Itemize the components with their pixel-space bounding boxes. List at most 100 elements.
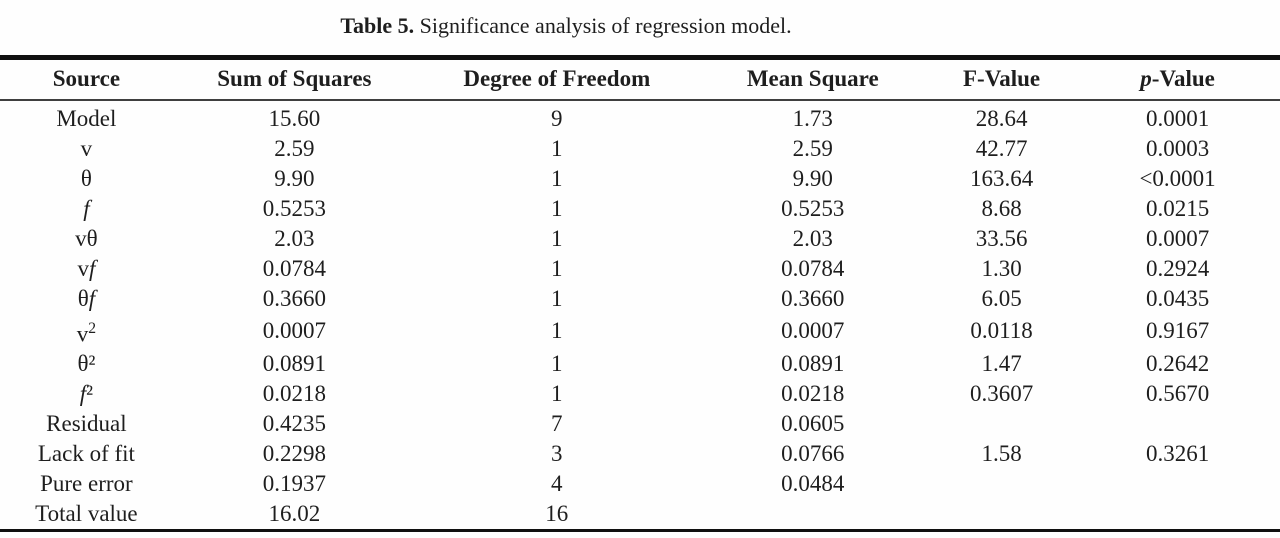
caption-text: Significance analysis of regression mode…	[419, 13, 792, 38]
caption-label: Table 5.	[340, 13, 415, 38]
value-cell: 7	[551, 411, 563, 437]
table-body: Model 15.60 9 1.73 28.64 0.0001 v 2.59 1 2.59 42.7…	[0, 100, 1280, 531]
source-cell: Residual	[46, 411, 127, 437]
source-cell: v	[80, 135, 93, 161]
value-cell	[1075, 469, 1280, 499]
table-row: θ 9.90 1 9.90 163.64 <0.0001	[0, 164, 1280, 194]
value-cell: 0.0784	[262, 255, 327, 281]
table-row: f 0.5253 1 0.5253 8.68 0.0215	[0, 194, 1280, 224]
value-cell: 0.2924	[1145, 255, 1210, 281]
column-header: Mean Square	[697, 57, 928, 101]
value-cell: 0.2642	[1145, 351, 1210, 377]
value-cell: 0.9167	[1145, 318, 1210, 344]
value-cell: 0.0891	[262, 351, 327, 377]
value-cell: <0.0001	[1139, 165, 1216, 191]
value-cell: 0.3660	[781, 285, 845, 311]
value-cell: 1	[551, 135, 563, 161]
value-cell: 0.0118	[970, 318, 1033, 344]
value-cell: 16	[545, 501, 569, 527]
table-row: f² 0.0218 1 0.0218 0.3607 0.5670	[0, 379, 1280, 409]
table-row: θf 0.3660 1 0.3660 6.05 0.0435	[0, 284, 1280, 314]
source-cell: f	[83, 195, 90, 221]
table-row: Model 15.60 9 1.73 28.64 0.0001	[0, 100, 1280, 134]
value-cell: 0.3660	[262, 285, 327, 311]
column-header: F-Value	[927, 57, 1076, 101]
column-header: Degree of Freedom	[415, 57, 698, 101]
value-cell: 0.0891	[781, 351, 845, 377]
column-header: Sum of Squares	[172, 57, 416, 101]
value-cell: 3	[551, 441, 563, 467]
value-cell: 2.03	[274, 225, 315, 251]
value-cell: 15.60	[268, 105, 321, 131]
value-cell: 0.4235	[262, 411, 327, 437]
significance-table: Source Sum of Squares Degree of Freedom Mea…	[0, 55, 1280, 533]
value-cell	[1075, 409, 1280, 439]
source-cell: θf	[77, 285, 96, 311]
header-row: Source Sum of Squares Degree of Freedom Mea…	[0, 57, 1280, 101]
value-cell: 9.90	[274, 165, 315, 191]
value-cell: 0.3261	[1145, 441, 1210, 467]
value-cell: 2.03	[792, 225, 833, 251]
value-cell: 1	[551, 225, 563, 251]
table-row: θ² 0.0891 1 0.0891 1.47 0.2642	[0, 349, 1280, 379]
value-cell	[928, 409, 1075, 439]
value-cell: 6.05	[981, 285, 1022, 311]
value-cell: 1.73	[792, 105, 833, 131]
value-cell: 1	[551, 285, 563, 311]
value-cell: 0.5670	[1145, 381, 1210, 407]
value-cell: 9.90	[792, 165, 833, 191]
value-cell: 0.0003	[1145, 135, 1210, 161]
value-cell	[1075, 499, 1280, 531]
table-row: vf 0.0784 1 0.0784 1.30 0.2924	[0, 254, 1280, 284]
value-cell: 0.0784	[781, 255, 845, 281]
table-row: v2 0.0007 1 0.0007 0.0118 0.9167	[0, 314, 1280, 350]
value-cell: 8.68	[981, 195, 1022, 221]
value-cell: 1.47	[981, 351, 1022, 377]
value-cell: 9	[551, 105, 563, 131]
value-cell: 33.56	[975, 225, 1028, 251]
value-cell: 1	[551, 381, 563, 407]
value-cell: 0.2298	[262, 441, 327, 467]
source-cell: Model	[56, 105, 117, 131]
value-cell: 0.0215	[1145, 195, 1210, 221]
source-cell: v2	[76, 319, 97, 347]
value-cell: 0.5253	[781, 195, 845, 221]
value-cell: 0.0218	[262, 381, 327, 407]
source-cell: θ²	[77, 351, 96, 377]
value-cell: 0.0001	[1145, 105, 1210, 131]
value-cell: 16.02	[268, 501, 321, 527]
value-cell: 1	[551, 255, 563, 281]
column-header: Source	[0, 57, 173, 101]
table-row: Total value 16.02 16	[0, 499, 1280, 531]
source-cell: Total value	[35, 501, 138, 527]
value-cell: 2.59	[274, 135, 315, 161]
value-cell: 0.0007	[781, 318, 845, 344]
value-cell: 0.0007	[262, 318, 327, 344]
value-cell: 0.0766	[781, 441, 845, 467]
value-cell: 1	[551, 165, 563, 191]
source-cell: Lack of fit	[37, 441, 135, 467]
value-cell	[698, 499, 928, 531]
value-cell: 1	[551, 318, 563, 344]
table-row: Lack of fit 0.2298 3 0.0766 1.58 0.3261	[0, 439, 1280, 469]
value-cell: 1.30	[981, 255, 1022, 281]
source-cell: f²	[79, 381, 94, 407]
value-cell: 0.3607	[969, 381, 1034, 407]
value-cell: 42.77	[975, 135, 1028, 161]
value-cell	[928, 499, 1075, 531]
value-cell: 2.59	[792, 135, 833, 161]
value-cell: 1	[551, 351, 563, 377]
value-cell: 163.64	[969, 165, 1034, 191]
value-cell	[928, 469, 1075, 499]
table-row: Pure error 0.1937 4 0.0484	[0, 469, 1280, 499]
value-cell: 4	[551, 471, 563, 497]
value-cell: 0.5253	[262, 195, 327, 221]
value-cell: 0.0435	[1145, 285, 1210, 311]
value-cell: 1.58	[981, 441, 1022, 467]
value-cell: 28.64	[975, 105, 1028, 131]
value-cell: 0.0218	[781, 381, 845, 407]
value-cell: 1	[551, 195, 563, 221]
table-row: Residual 0.4235 7 0.0605	[0, 409, 1280, 439]
value-cell: 0.1937	[262, 471, 327, 497]
table-row: v 2.59 1 2.59 42.77 0.0003	[0, 134, 1280, 164]
